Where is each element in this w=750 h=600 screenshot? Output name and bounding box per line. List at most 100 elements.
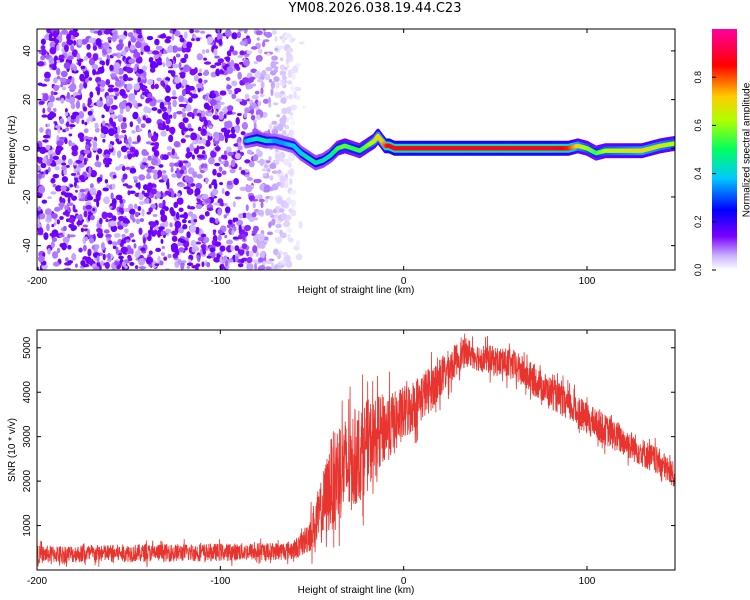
noise-speckle <box>189 92 193 96</box>
noise-speckle <box>160 252 166 257</box>
noise-speckle <box>256 37 260 41</box>
noise-speckle <box>98 217 103 225</box>
noise-speckle <box>155 247 162 252</box>
noise-speckle <box>147 132 153 139</box>
noise-speckle <box>237 55 243 59</box>
noise-speckle <box>102 126 109 135</box>
noise-speckle <box>239 40 246 46</box>
noise-speckle <box>79 188 86 193</box>
noise-speckle <box>255 55 263 62</box>
noise-speckle <box>261 168 269 172</box>
noise-speckle <box>59 32 63 39</box>
noise-speckle <box>248 76 254 83</box>
noise-speckle <box>38 212 46 220</box>
noise-speckle <box>173 201 179 209</box>
noise-speckle <box>211 181 215 186</box>
noise-speckle <box>96 148 103 154</box>
noise-speckle <box>106 212 113 218</box>
noise-speckle <box>181 160 189 164</box>
noise-speckle <box>172 89 177 97</box>
noise-speckle <box>179 72 186 79</box>
noise-speckle <box>271 128 279 135</box>
noise-speckle <box>228 89 233 95</box>
noise-speckle <box>155 190 161 199</box>
noise-speckle <box>67 55 74 60</box>
noise-speckle <box>288 129 294 136</box>
noise-speckle <box>242 122 248 130</box>
noise-speckle <box>141 65 148 72</box>
noise-speckle <box>147 155 152 161</box>
noise-speckle <box>114 79 122 88</box>
noise-speckle <box>127 32 134 38</box>
noise-speckle <box>80 65 86 70</box>
noise-speckle <box>208 184 212 189</box>
noise-speckle <box>94 161 102 167</box>
noise-speckle <box>224 135 228 144</box>
noise-speckle <box>166 145 173 151</box>
noise-speckle <box>64 108 68 113</box>
noise-speckle <box>193 245 198 249</box>
noise-speckle <box>198 78 203 84</box>
noise-speckle <box>213 256 221 263</box>
noise-speckle <box>146 107 152 114</box>
y-tick-label: -20 <box>22 189 33 204</box>
noise-speckle <box>274 35 278 42</box>
noise-speckle <box>223 113 227 119</box>
noise-speckle <box>250 46 258 50</box>
noise-speckle <box>128 190 136 195</box>
noise-speckle <box>186 188 194 195</box>
noise-speckle <box>232 50 238 56</box>
noise-speckle <box>275 153 283 161</box>
noise-speckle <box>102 138 106 143</box>
noise-speckle <box>184 175 190 182</box>
noise-speckle <box>244 159 251 164</box>
noise-speckle <box>157 122 164 130</box>
noise-speckle <box>235 98 243 102</box>
noise-speckle <box>42 93 49 102</box>
noise-speckle <box>219 256 223 264</box>
noise-speckle <box>238 166 242 171</box>
noise-speckle <box>241 212 247 219</box>
noise-speckle <box>179 37 185 43</box>
noise-speckle <box>153 54 160 59</box>
noise-speckle <box>66 91 71 100</box>
noise-speckle <box>217 229 223 235</box>
noise-speckle <box>197 126 202 132</box>
noise-speckle <box>83 149 91 155</box>
noise-speckle <box>108 128 115 136</box>
noise-speckle <box>209 247 216 253</box>
noise-speckle <box>114 133 119 139</box>
noise-speckle <box>40 162 47 169</box>
noise-speckle <box>164 206 169 212</box>
noise-speckle <box>92 53 99 61</box>
noise-speckle <box>218 166 223 172</box>
noise-speckle <box>68 217 76 223</box>
noise-speckle <box>147 92 153 99</box>
noise-speckle <box>196 112 202 117</box>
noise-speckle <box>261 70 267 76</box>
noise-speckle <box>274 229 280 234</box>
noise-speckle <box>55 97 62 101</box>
noise-speckle <box>225 120 233 129</box>
noise-speckle <box>162 62 166 68</box>
noise-speckle <box>195 226 200 235</box>
noise-speckle <box>190 239 197 247</box>
noise-speckle <box>165 36 172 40</box>
noise-speckle <box>92 117 96 122</box>
spectrogram-axes: -200 -100 0 100 40 20 0 -20 -40 <box>22 29 675 287</box>
noise-speckle <box>102 120 106 127</box>
noise-speckle <box>129 261 135 266</box>
noise-speckle <box>154 83 159 90</box>
noise-speckle <box>263 164 269 169</box>
noise-speckle <box>286 64 290 69</box>
noise-speckle <box>286 214 292 221</box>
noise-speckle <box>58 202 65 208</box>
noise-speckle <box>245 184 253 193</box>
noise-speckle <box>87 136 94 140</box>
noise-speckle <box>46 223 50 232</box>
noise-speckle <box>270 88 274 96</box>
noise-speckle <box>110 225 118 233</box>
noise-speckle <box>158 226 165 231</box>
noise-speckle <box>75 189 78 193</box>
